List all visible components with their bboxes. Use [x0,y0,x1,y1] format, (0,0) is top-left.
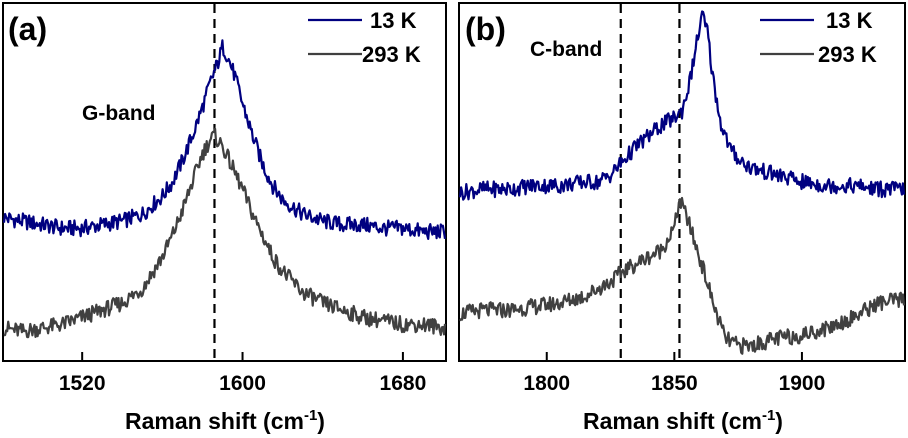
x-tick-label: 1600 [219,372,266,395]
series-line-13k [2,39,447,240]
panel-b-x-axis-label: Raman shift (cm-1) [583,407,783,434]
x-tick-label: 1800 [523,372,570,395]
panel-b-label: (b) [465,11,506,47]
panel-a-frame [2,2,447,362]
panel-a-ticks: 1520 1600 1680 [59,352,426,395]
panel-b-reference-lines [619,4,681,360]
panel-b: (b) C-band 1800 1850 1900 13 K 293 K Raman… [458,2,906,434]
x-tick-label: 1680 [380,372,427,395]
panel-a-series [2,39,447,339]
legend-label-293k: 293 K [818,42,877,67]
series-line-293k [3,127,447,339]
panel-b-annotation: C-band [530,38,602,61]
panel-a-annotation: G-band [82,102,156,125]
series-line-13k [458,10,906,201]
panel-b-series [458,10,906,355]
x-tick-label: 1900 [779,372,826,395]
x-tick-label: 1850 [651,372,698,395]
panel-b-frame [458,2,906,362]
x-tick-label: 1520 [59,372,106,395]
panel-b-ticks: 1800 1850 1900 [523,352,825,395]
panel-a-legend: 13 K 293 K [308,8,421,67]
panel-b-legend: 13 K 293 K [760,8,877,67]
panel-a-x-axis-label: Raman shift (cm-1) [125,407,325,434]
panel-a-label: (a) [8,11,47,47]
legend-label-13k: 13 K [826,8,873,33]
legend-label-293k: 293 K [362,42,421,67]
legend-label-13k: 13 K [370,8,417,33]
panel-a: (a) G-band 1520 1600 1680 13 K 293 K Raman… [2,2,447,434]
series-line-293k [459,196,906,355]
